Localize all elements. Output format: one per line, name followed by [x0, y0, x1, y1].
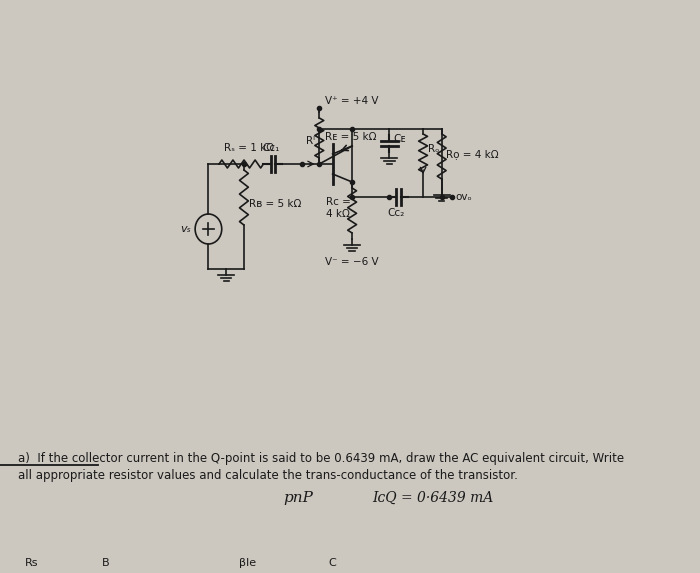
- Text: C: C: [328, 558, 336, 568]
- Text: Rₒ: Rₒ: [428, 144, 439, 154]
- Text: V⁻ = −6 V: V⁻ = −6 V: [326, 257, 379, 267]
- Text: Cᴄ₁: Cᴄ₁: [262, 143, 280, 153]
- Text: IᴄQ = 0·6439 mA: IᴄQ = 0·6439 mA: [372, 491, 494, 505]
- Text: Rᴵ: Rᴵ: [306, 136, 315, 146]
- Text: Rₛ = 1 kΩ: Rₛ = 1 kΩ: [223, 143, 274, 153]
- Text: Cᴇ: Cᴇ: [394, 134, 407, 144]
- Text: ovₒ: ovₒ: [455, 192, 472, 202]
- Text: Cᴄ₂: Cᴄ₂: [388, 208, 405, 218]
- Text: Rọ = 4 kΩ: Rọ = 4 kΩ: [446, 149, 499, 159]
- Text: Rᴄ =
4 kΩ: Rᴄ = 4 kΩ: [326, 197, 351, 219]
- Text: Rᴇ = 5 kΩ: Rᴇ = 5 kΩ: [325, 132, 376, 142]
- Text: Rʙ = 5 kΩ: Rʙ = 5 kΩ: [249, 199, 302, 209]
- Text: a)  If the collector current in the Q-point is said to be 0.6439 mA, draw the AC: a) If the collector current in the Q-poi…: [18, 452, 624, 465]
- Text: B: B: [102, 558, 110, 568]
- Text: V⁺ = +4 V: V⁺ = +4 V: [325, 96, 378, 106]
- Text: βIe: βIe: [239, 558, 257, 568]
- Text: Rs: Rs: [25, 558, 38, 568]
- Text: vₛ: vₛ: [180, 224, 190, 234]
- Text: pnP: pnP: [284, 491, 314, 505]
- Text: all appropriate resistor values and calculate the trans-conductance of the trans: all appropriate resistor values and calc…: [18, 469, 517, 482]
